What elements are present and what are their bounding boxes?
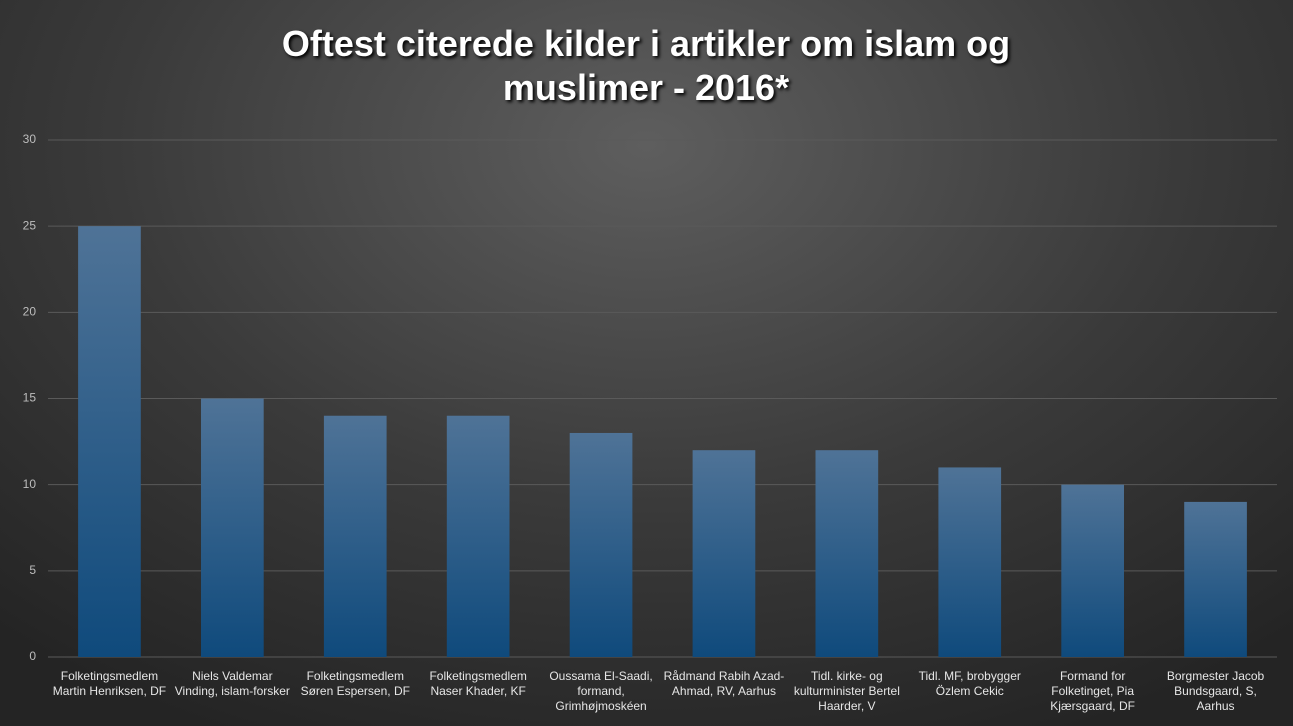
x-tick-label: Folketingsmedlem Søren Espersen, DF [300,669,410,698]
y-tick-label: 15 [23,391,37,405]
chart-title: Oftest citerede kilder i artikler om isl… [281,23,1011,108]
x-tick-label: Oussama El-Saadi, formand, Grimhøjmoskée… [549,669,653,713]
bar [446,415,510,657]
x-tick-label: Tidl. kirke- og kulturminister Bertel Ha… [793,669,900,713]
bar [201,398,264,657]
x-tick-label: Borgmester Jacob Bundsgaard, S, Aarhus [1166,669,1265,713]
x-tick-label: Folketingsmedlem Martin Henriksen, DF [52,669,167,698]
y-tick-label: 30 [23,132,37,146]
x-tick-label: Tidl. MF, brobygger Özlem Cekic [918,669,1021,698]
bar [569,432,633,657]
bar [1061,484,1124,657]
x-tick-label: Rådmand Rabih Azad-Ahmad, RV, Aarhus [663,669,785,698]
x-tick-label: Folketingsmedlem Naser Khader, KF [429,669,527,698]
y-tick-label: 10 [23,477,37,491]
y-tick-label: 25 [23,218,37,232]
bar [78,226,141,657]
bar [323,415,387,657]
bar [692,450,756,657]
bar [815,450,879,657]
x-tick-label: Formand for Folketinget, Pia Kjærsgaard,… [1050,669,1135,713]
y-tick-label: 0 [29,649,36,663]
y-tick-label: 20 [23,305,37,319]
bar [938,467,1002,657]
y-tick-label: 5 [29,563,36,577]
x-tick-label: Niels Valdemar Vinding, islam-forsker [174,669,290,698]
bar [1184,501,1247,657]
